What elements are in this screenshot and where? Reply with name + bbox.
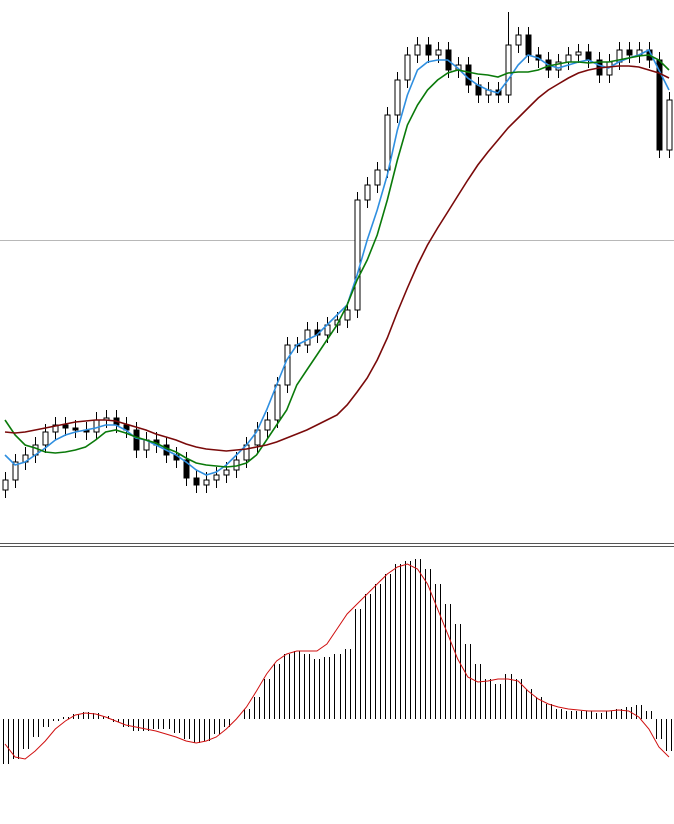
- candle-body: [374, 169, 381, 186]
- candle-body: [525, 34, 532, 56]
- candle-body: [264, 419, 271, 431]
- candle-body: [62, 424, 69, 429]
- candle-body: [515, 34, 522, 46]
- candle-body: [354, 199, 361, 311]
- candle-body: [384, 114, 391, 171]
- candle-body: [213, 474, 220, 481]
- candle-body: [93, 419, 100, 433]
- candle-body: [435, 49, 442, 56]
- candle-body: [465, 64, 472, 86]
- candle-body: [394, 79, 401, 116]
- moving-average: [4, 48, 670, 476]
- candle-body: [203, 479, 210, 486]
- candle-body: [133, 429, 140, 451]
- candle-body: [52, 424, 59, 433]
- candle-body: [626, 49, 633, 56]
- candle-body: [42, 431, 49, 446]
- candle-body: [404, 54, 411, 81]
- candle-body: [223, 469, 230, 476]
- moving-average: [4, 54, 670, 468]
- signal-line: [4, 563, 670, 760]
- candle-body: [364, 184, 371, 201]
- candle-body: [505, 44, 512, 96]
- candle-body: [183, 459, 190, 479]
- candle-body: [284, 344, 291, 386]
- candle-body: [565, 54, 572, 63]
- candle-body: [274, 384, 281, 421]
- candle-body: [193, 477, 200, 486]
- candle-body: [304, 329, 311, 346]
- candle-body: [425, 44, 432, 56]
- candle-body: [666, 99, 673, 151]
- candle-body: [585, 51, 592, 61]
- candle-body: [2, 479, 9, 491]
- candle-body: [414, 44, 421, 56]
- candle-body: [575, 51, 582, 56]
- candle-body: [344, 309, 351, 321]
- moving-average: [4, 65, 670, 452]
- candle-body: [555, 61, 562, 71]
- candle-body: [12, 461, 19, 481]
- candle-body: [72, 427, 79, 431]
